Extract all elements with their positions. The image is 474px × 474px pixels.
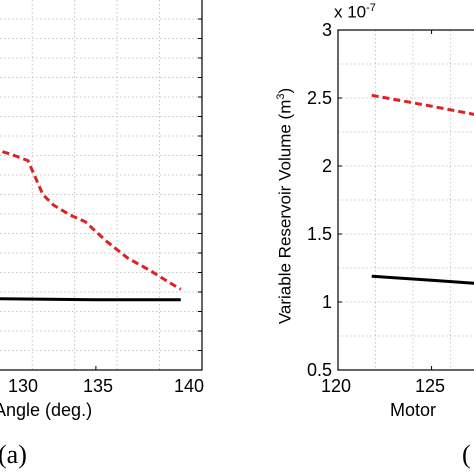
panel-b-ytick-label: 0.5 — [306, 360, 332, 380]
panel-b-ytick-label: 3 — [321, 20, 332, 40]
panel-b-xtick-label: 125 — [414, 376, 446, 396]
panel-a-plot — [0, 0, 203, 371]
panel-b-label: ( — [462, 440, 471, 469]
panel-a-xtick-label: 130 — [7, 376, 38, 396]
panel-b-ytick-label: 1.5 — [306, 224, 332, 244]
panel-b-y-multiplier: x 10-7 — [334, 2, 376, 22]
dashed-red-series-line — [0, 149, 182, 291]
plot-frame — [0, 0, 203, 371]
panel-a-x-axis-label: Angle (deg.) — [0, 400, 93, 420]
plot-frame — [337, 29, 474, 371]
panel-b-ytick-label: 2.5 — [306, 88, 332, 108]
panel-b-ytick-label: 2 — [321, 156, 332, 176]
solid-black-series-line — [0, 297, 181, 302]
panel-a-label: (a) — [0, 440, 27, 469]
dashed-red-series-line — [371, 93, 474, 116]
panel-b-ytick-label: 1 — [321, 292, 332, 312]
panel-a-xtick-label: 140 — [173, 376, 205, 396]
solid-black-series-line — [371, 274, 474, 285]
panel-a-xtick-label: 135 — [82, 376, 114, 396]
panel-b-xtick-label: 120 — [320, 376, 352, 396]
panel-b-plot — [337, 29, 474, 371]
panel-b-x-axis-label: Motor — [390, 400, 437, 420]
